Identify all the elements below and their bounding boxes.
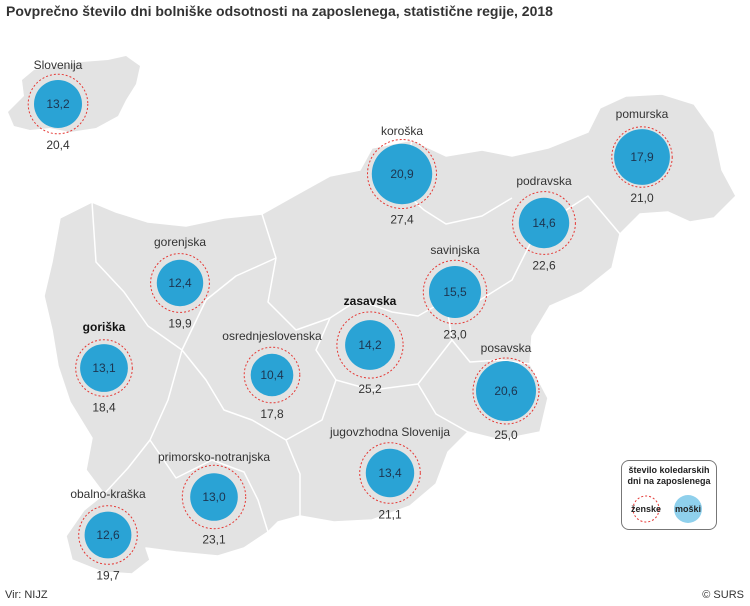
men-circle <box>80 344 128 392</box>
women-ring <box>150 253 210 313</box>
region-borders <box>91 139 621 533</box>
women-value-label: 21,0 <box>630 191 654 205</box>
men-circle <box>84 511 132 559</box>
legend: ženske moški število koledarskih dni na … <box>621 460 717 530</box>
women-value-label: 19,7 <box>96 568 120 582</box>
legend-title: število koledarskih dni na zaposlenega <box>627 465 711 486</box>
region-symbol-gorenjska: gorenjska 12,4 19,9 <box>150 235 210 330</box>
men-value-label: 20,9 <box>390 167 414 181</box>
women-value-label: 19,9 <box>168 316 192 330</box>
region-name: primorsko-notranjska <box>158 450 270 464</box>
men-value-label: 17,9 <box>630 150 654 164</box>
region-symbol-obalno-kraska: obalno-kraška 12,6 19,7 <box>70 487 146 582</box>
men-circle <box>429 266 481 318</box>
women-value-label: 25,2 <box>358 382 382 396</box>
copyright-note: © SURS <box>702 589 744 601</box>
women-ring <box>27 73 89 135</box>
women-ring <box>512 191 576 255</box>
men-value-label: 12,4 <box>168 276 192 290</box>
source-note: Vir: NIJZ <box>5 589 48 601</box>
women-ring <box>243 346 301 404</box>
region-name: pomurska <box>616 107 669 121</box>
women-ring <box>611 126 673 188</box>
region-symbol-koroska: koroška 20,9 27,4 <box>367 124 437 227</box>
legend-women-label: ženske <box>631 504 661 514</box>
region-name: Slovenija <box>34 58 83 72</box>
men-circle <box>34 80 82 128</box>
women-value-label: 23,1 <box>202 533 226 547</box>
region-symbol-podravska: podravska 14,6 22,6 <box>512 174 576 272</box>
region-name: podravska <box>516 174 572 188</box>
women-value-label: 17,8 <box>260 407 284 421</box>
women-ring <box>359 442 421 504</box>
region-name: obalno-kraška <box>70 487 146 501</box>
women-value-label: 23,0 <box>443 328 467 342</box>
women-ring <box>181 464 247 530</box>
men-value-label: 14,2 <box>358 338 382 352</box>
women-ring <box>367 139 437 209</box>
region-name: savinjska <box>430 243 480 257</box>
region-symbol-savinjska: savinjska 15,5 23,0 <box>422 243 488 342</box>
women-value-label: 22,6 <box>532 258 556 272</box>
men-circle <box>518 197 570 249</box>
region-symbol-posavska: posavska 20,6 25,0 <box>472 341 540 442</box>
region-symbol-pomurska: pomurska 17,9 21,0 <box>611 107 673 205</box>
region-symbol-zasavska: zasavska 14,2 25,2 <box>336 294 404 396</box>
men-circle <box>614 129 670 185</box>
women-value-label: 25,0 <box>494 428 518 442</box>
region-symbol-goriska: goriška 13,1 18,4 <box>75 320 133 414</box>
region-name: jugovzhodna Slovenija <box>329 425 450 439</box>
legend-men-label: moški <box>675 504 701 514</box>
region-name: posavska <box>481 341 532 355</box>
men-value-label: 13,1 <box>92 361 116 375</box>
region-symbol-primorsko-notranjska: primorsko-notranjska 13,0 23,1 <box>158 450 270 547</box>
region-name: gorenjska <box>154 235 206 249</box>
men-value-label: 20,6 <box>494 384 518 398</box>
region-symbol-jugovzhodna-slovenija: jugovzhodna Slovenija 13,4 21,1 <box>329 425 450 521</box>
men-circle <box>250 353 294 397</box>
women-ring <box>75 339 133 397</box>
women-ring <box>336 311 404 379</box>
men-value-label: 15,5 <box>443 285 467 299</box>
men-circle <box>476 361 536 421</box>
legend-men-circle <box>674 495 702 523</box>
men-value-label: 14,6 <box>532 216 556 230</box>
women-value-label: 21,1 <box>378 507 402 521</box>
women-value-label: 18,4 <box>92 400 116 414</box>
map-title: Povprečno število dni bolniške odsotnost… <box>6 3 553 19</box>
women-ring <box>78 505 138 565</box>
men-value-label: 13,4 <box>378 466 402 480</box>
men-circle <box>371 143 433 205</box>
region-symbol-slovenija: Slovenija 13,2 20,4 <box>27 58 89 152</box>
region-name: goriška <box>83 320 126 334</box>
men-circle <box>156 259 204 307</box>
men-value-label: 13,2 <box>46 97 70 111</box>
men-value-label: 10,4 <box>260 368 284 382</box>
men-value-label: 13,0 <box>202 490 226 504</box>
region-symbol-osrednjeslovenska: osrednjeslovenska 10,4 17,8 <box>222 329 322 421</box>
region-name: koroška <box>381 124 423 138</box>
women-ring <box>422 259 488 325</box>
men-circle <box>365 448 415 498</box>
men-circle <box>190 473 238 521</box>
region-circles: Slovenija 13,2 20,4 koroška 20,9 27,4 pomurska… <box>27 58 673 582</box>
region-name: osrednjeslovenska <box>222 329 322 343</box>
women-ring <box>472 357 540 425</box>
legend-women-ring <box>632 495 660 523</box>
men-value-label: 12,6 <box>96 528 120 542</box>
region-name: zasavska <box>344 294 397 308</box>
women-value-label: 27,4 <box>390 213 414 227</box>
men-circle <box>345 320 395 370</box>
women-value-label: 20,4 <box>46 138 70 152</box>
